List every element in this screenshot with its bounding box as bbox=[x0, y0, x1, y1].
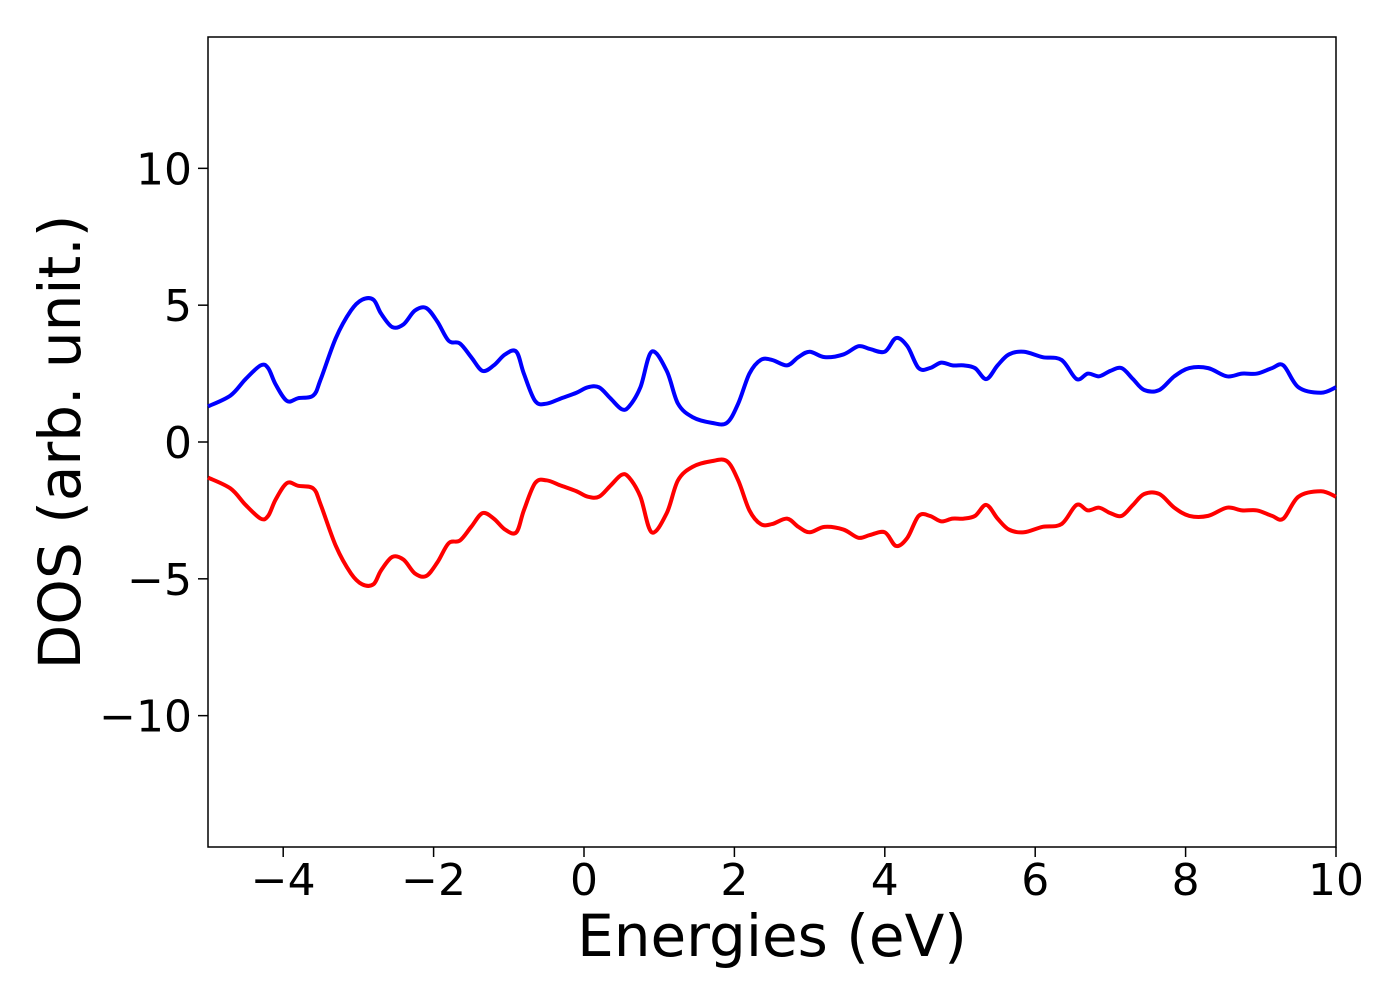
x-tick-label: 0 bbox=[570, 855, 598, 906]
x-tick-label: 6 bbox=[1021, 855, 1049, 906]
y-tick-label: 5 bbox=[164, 281, 192, 332]
y-tick-label: 0 bbox=[164, 418, 192, 469]
series-line-spin-down bbox=[207, 457, 1337, 588]
x-tick-label: −4 bbox=[251, 855, 316, 906]
x-axis-ticks: −4 −2 0 2 4 6 8 10 bbox=[251, 847, 1364, 906]
plot-area bbox=[207, 36, 1337, 848]
y-axis-label: DOS (arb. unit.) bbox=[26, 215, 94, 670]
series-line-spin-up bbox=[207, 296, 1337, 427]
x-tick-label: 8 bbox=[1172, 855, 1200, 906]
y-tick-label: 10 bbox=[136, 144, 192, 195]
x-tick-label: 4 bbox=[871, 855, 899, 906]
y-tick-label: −10 bbox=[99, 692, 192, 743]
x-axis-label: Energies (eV) bbox=[577, 902, 967, 970]
series-layer bbox=[207, 296, 1337, 588]
y-tick-label: −5 bbox=[127, 555, 192, 606]
axes-frame bbox=[207, 36, 1337, 848]
x-tick-label: 2 bbox=[720, 855, 748, 906]
x-tick-label: 10 bbox=[1308, 855, 1364, 906]
x-tick-label: −2 bbox=[401, 855, 466, 906]
y-axis-ticks: −10 −5 0 5 10 bbox=[99, 144, 208, 743]
